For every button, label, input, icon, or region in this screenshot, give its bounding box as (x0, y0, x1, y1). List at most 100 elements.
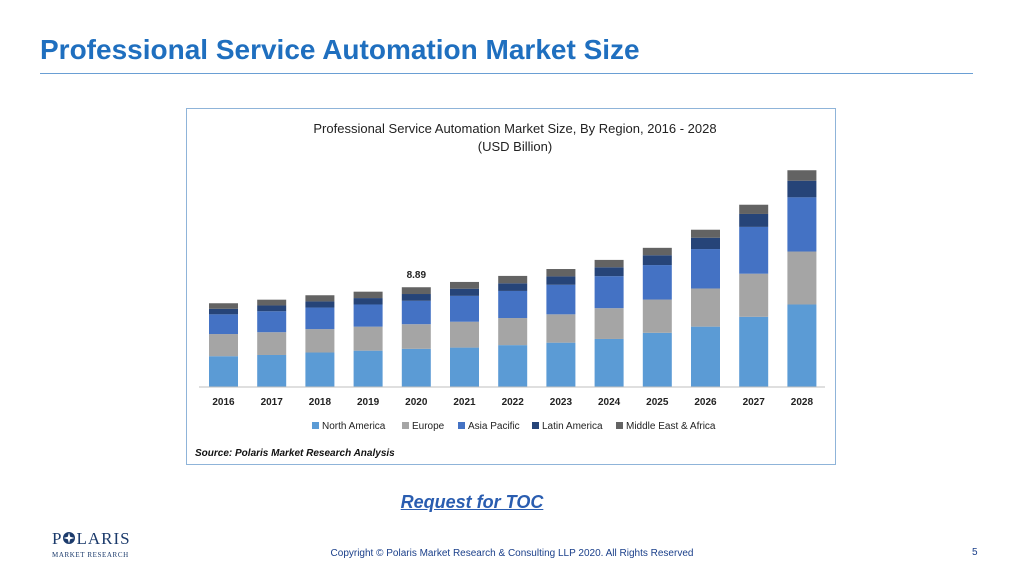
bar-segment-2020-4 (401, 287, 431, 295)
legend-swatch-3 (532, 422, 539, 429)
bar-segment-2027-3 (739, 213, 769, 227)
bar-segment-2024-0 (594, 338, 624, 387)
bar-segment-2023-1 (546, 314, 576, 343)
bar-segment-2016-4 (209, 303, 238, 309)
bar-segment-2019-3 (353, 298, 383, 305)
legend-swatch-4 (616, 422, 623, 429)
bar-segment-2027-4 (739, 204, 769, 214)
bar-segment-2024-4 (594, 259, 624, 268)
data-label-2020: 8.89 (407, 270, 427, 281)
bar-segment-2025-4 (642, 247, 672, 256)
bar-segment-2020-1 (401, 324, 431, 349)
title-divider (40, 73, 973, 74)
bar-segment-2017-4 (257, 299, 287, 306)
bar-segment-2018-1 (305, 329, 335, 353)
x-tick-label-2028: 2028 (791, 397, 814, 408)
bar-segment-2026-3 (691, 237, 720, 250)
bar-segment-2018-0 (305, 352, 335, 387)
bar-segment-2019-2 (353, 304, 383, 327)
bar-segment-2022-0 (498, 345, 528, 387)
bar-segment-2022-3 (498, 283, 528, 291)
x-tick-label-2027: 2027 (743, 397, 766, 408)
chart-source: Source: Polaris Market Research Analysis (195, 448, 395, 459)
bar-segment-2020-3 (401, 294, 431, 301)
legend-item-3: Latin America (532, 421, 603, 432)
chart-title: Professional Service Automation Market S… (313, 121, 716, 136)
legend-item-2: Asia Pacific (458, 421, 520, 432)
bar-segment-2017-0 (257, 354, 287, 387)
bar-segment-2018-2 (305, 307, 335, 330)
chart-subtitle: (USD Billion) (478, 139, 552, 154)
polaris-logo: P LARIS MARKET RESEARCH (52, 530, 142, 564)
bar-segment-2028-0 (787, 304, 817, 387)
bar-segment-2025-1 (642, 299, 672, 333)
bar-segment-2016-0 (209, 356, 238, 387)
bars-layer (209, 170, 817, 387)
bar-segment-2023-0 (546, 342, 576, 387)
bar-segment-2021-0 (450, 347, 479, 387)
bar-segment-2024-1 (594, 308, 624, 339)
bar-segment-2025-0 (642, 332, 672, 387)
legend-item-1: Europe (402, 421, 445, 432)
bar-segment-2024-2 (594, 276, 624, 309)
x-tick-label-2019: 2019 (357, 397, 380, 408)
bar-segment-2021-3 (450, 288, 479, 296)
bar-segment-2017-2 (257, 311, 287, 333)
bar-segment-2027-2 (739, 226, 769, 274)
bar-segment-2016-2 (209, 314, 238, 335)
bar-segment-2027-0 (739, 316, 769, 387)
bar-segment-2016-3 (209, 308, 238, 315)
bar-segment-2020-2 (401, 300, 431, 325)
bar-segment-2016-1 (209, 334, 238, 357)
bar-segment-2026-1 (691, 288, 720, 327)
x-tick-label-2025: 2025 (646, 397, 669, 408)
logo-tagline: MARKET RESEARCH (52, 551, 129, 559)
bar-segment-2020-0 (401, 348, 431, 387)
legend-label-0: North America (322, 421, 386, 432)
bar-segment-2023-2 (546, 284, 576, 315)
x-tick-labels: 2016 2017 2018 2019 2020 2021 2022 2023 2024 2025… (212, 397, 813, 408)
legend: North America Europe Asia Pacific Latin Ame… (312, 421, 716, 432)
x-tick-label-2020: 2020 (405, 397, 428, 408)
logo-wordmark: P LARIS (52, 529, 131, 548)
bar-segment-2028-2 (787, 197, 817, 252)
x-tick-label-2023: 2023 (550, 397, 573, 408)
copyright-notice: Copyright © Polaris Market Research & Co… (330, 548, 694, 559)
bar-segment-2022-1 (498, 318, 528, 346)
legend-swatch-1 (402, 422, 409, 429)
legend-item-4: Middle East & Africa (616, 421, 716, 432)
bar-segment-2028-3 (787, 180, 817, 198)
bar-segment-2024-3 (594, 267, 624, 277)
bar-segment-2027-1 (739, 273, 769, 317)
bar-segment-2019-1 (353, 326, 383, 351)
bar-segment-2026-2 (691, 249, 720, 289)
x-tick-label-2018: 2018 (309, 397, 332, 408)
bar-segment-2017-1 (257, 332, 287, 355)
legend-label-4: Middle East & Africa (626, 421, 716, 432)
bar-segment-2019-4 (353, 291, 383, 299)
bar-segment-2021-4 (450, 281, 479, 289)
bar-segment-2018-3 (305, 301, 335, 308)
x-tick-label-2021: 2021 (453, 397, 476, 408)
bar-segment-2025-3 (642, 255, 672, 266)
data-labels: 8.89 (407, 270, 427, 281)
bar-segment-2025-2 (642, 265, 672, 300)
slide-title: Professional Service Automation Market S… (40, 34, 640, 65)
market-size-chart: Professional Service Automation Market S… (195, 121, 825, 459)
bar-segment-2023-3 (546, 276, 576, 285)
bar-segment-2026-0 (691, 326, 720, 387)
legend-label-3: Latin America (542, 421, 603, 432)
request-toc-link[interactable]: Request for TOC (400, 492, 544, 512)
legend-item-0: North America (312, 421, 386, 432)
bar-segment-2028-4 (787, 170, 817, 181)
bar-segment-2023-4 (546, 269, 576, 277)
x-tick-label-2016: 2016 (212, 397, 235, 408)
bar-segment-2022-2 (498, 290, 528, 319)
legend-swatch-0 (312, 422, 319, 429)
bar-segment-2019-0 (353, 350, 383, 387)
legend-swatch-2 (458, 422, 465, 429)
star-compass-icon (63, 532, 76, 544)
bar-segment-2018-4 (305, 295, 335, 302)
x-tick-label-2022: 2022 (502, 397, 525, 408)
legend-label-1: Europe (412, 421, 445, 432)
